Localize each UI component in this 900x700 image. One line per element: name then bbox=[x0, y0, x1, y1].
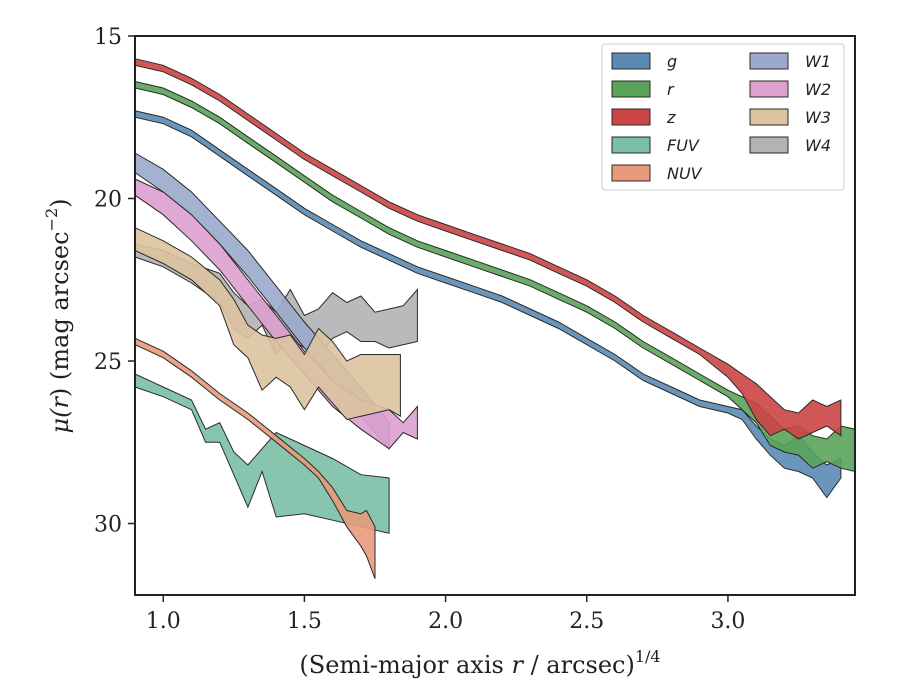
x-tick-label: 1.0 bbox=[146, 609, 181, 634]
legend-label-g: g bbox=[667, 52, 677, 71]
x-axis-label: (Semi-major axis r / arcsec)1/4 bbox=[299, 647, 660, 679]
y-axis-ticks: 15 20 25 30 bbox=[94, 25, 135, 538]
legend-swatch-z bbox=[611, 108, 651, 126]
legend-label-fuv: FUV bbox=[667, 136, 700, 155]
y-axis-label-r: r bbox=[46, 396, 74, 409]
y-tick-label: 15 bbox=[94, 25, 122, 50]
x-tick-label: 2.5 bbox=[569, 609, 604, 634]
legend-swatch-g bbox=[611, 52, 651, 70]
y-tick-label: 20 bbox=[94, 188, 122, 213]
legend-label-r: r bbox=[667, 80, 675, 99]
x-axis-label-power: 1/4 bbox=[635, 647, 661, 666]
legend: grz FUV NUV W1 W2 W3 W4 bbox=[601, 43, 845, 191]
legend-swatch-fuv bbox=[611, 136, 651, 154]
x-axis-label-var: r bbox=[511, 651, 524, 679]
plot-frame bbox=[134, 35, 856, 596]
y-tick-label: 30 bbox=[94, 513, 122, 538]
legend-swatch-r bbox=[611, 80, 651, 98]
band-g bbox=[134, 110, 842, 499]
x-tick-label: 1.5 bbox=[287, 609, 322, 634]
band-nuv bbox=[134, 337, 376, 579]
y-axis-label: μ(r) (mag arcsec−2) bbox=[42, 198, 74, 433]
x-tick-label: 3.0 bbox=[710, 609, 745, 634]
band-fuv bbox=[134, 373, 390, 534]
band-w3 bbox=[134, 226, 401, 421]
legend-label-w4: W4 bbox=[805, 136, 831, 155]
legend-swatch-w1 bbox=[749, 52, 789, 70]
y-axis-label-close: ) bbox=[46, 198, 74, 207]
x-tick-label: 2.0 bbox=[428, 609, 463, 634]
legend-label-nuv: NUV bbox=[667, 164, 703, 183]
legend-label-w3: W3 bbox=[805, 108, 831, 127]
band-z bbox=[134, 58, 842, 440]
legend-swatch-w4 bbox=[749, 136, 789, 154]
legend-label-w1: W1 bbox=[805, 52, 831, 71]
legend-swatch-w2 bbox=[749, 80, 789, 98]
legend-swatch-nuv bbox=[611, 164, 651, 182]
x-axis-ticks: 1.0 1.5 2.0 2.5 3.0 bbox=[146, 595, 745, 634]
y-axis-label-mu: μ( bbox=[46, 408, 74, 434]
y-axis-label-units: ) (mag arcsec bbox=[46, 231, 74, 397]
y-tick-label: 25 bbox=[94, 350, 122, 375]
legend-label-z: z bbox=[666, 108, 676, 127]
legend-swatch-w3 bbox=[749, 108, 789, 126]
y-axis-label-power: −2 bbox=[42, 208, 61, 232]
x-axis-label-suffix: / arcsec) bbox=[523, 651, 635, 679]
x-axis-label-prefix: (Semi-major axis bbox=[299, 651, 511, 679]
band-w2 bbox=[134, 178, 418, 450]
legend-label-w2: W2 bbox=[805, 80, 831, 99]
